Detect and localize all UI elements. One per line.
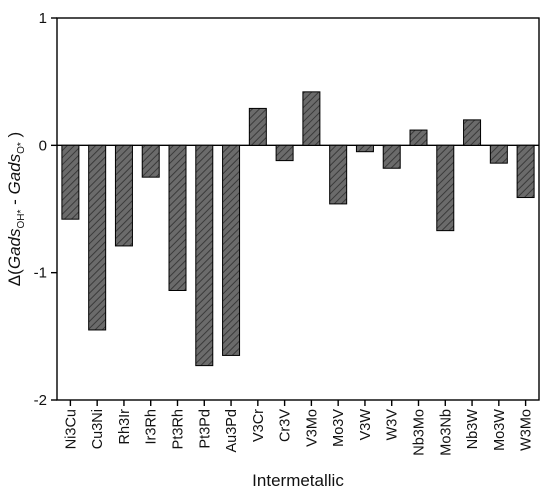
y-label-sub1: OH* — [16, 210, 27, 229]
x-axis-category-labels: Ni3Cu Cu3Ni Rh3Ir Ir3Rh Pt3Rh Pt3Pd Au3Pd V3Cr C… — [63, 409, 534, 456]
x-category-label-W3Mo: W3Mo — [519, 409, 535, 451]
bar-Cr3V — [275, 144, 294, 162]
y-label-term1: Gads — [5, 228, 24, 269]
bar-Mo3V — [329, 144, 348, 205]
x-category-label-Nb3Mo: Nb3Mo — [412, 409, 428, 456]
bar-W3V — [382, 144, 401, 169]
bar-Ni3Cu — [61, 144, 80, 220]
x-axis-label: Intermetallic — [252, 471, 344, 490]
x-category-label-Pt3Rh: Pt3Rh — [171, 409, 187, 449]
x-category-label-Mo3W: Mo3W — [492, 409, 508, 451]
x-category-label-Mo3Nb: Mo3Nb — [438, 409, 454, 456]
bar-Nb3W — [463, 119, 482, 146]
y-label-prefix: Δ( — [5, 269, 24, 286]
x-category-label-Ni3Cu: Ni3Cu — [63, 409, 79, 449]
y-tick-label-2: -1 — [34, 265, 47, 282]
y-tick-label-1: 0 — [39, 137, 47, 154]
plot-frame — [56, 17, 540, 401]
x-category-label-Pt3Pd: Pt3Pd — [197, 409, 213, 449]
bar-Nb3Mo — [409, 129, 428, 146]
y-label-minus: - — [5, 195, 24, 210]
bar-Ir3Rh — [141, 144, 160, 178]
bar-Pt3Rh — [168, 144, 187, 291]
x-category-label-V3W: V3W — [358, 409, 374, 441]
x-category-label-Cu3Ni: Cu3Ni — [90, 409, 106, 449]
bar-Au3Pd — [222, 144, 241, 356]
y-tick-label-0: 1 — [39, 10, 47, 27]
bar-Rh3Ir — [114, 144, 133, 247]
y-tick-label-3: -2 — [34, 392, 47, 409]
bar-Mo3W — [489, 144, 508, 164]
y-label-sub2: O* — [16, 142, 27, 154]
x-category-label-Ir3Rh: Ir3Rh — [144, 409, 160, 444]
x-category-label-Cr3V: Cr3V — [278, 409, 294, 442]
x-category-label-Nb3W: Nb3W — [465, 409, 481, 450]
bar-W3Mo — [516, 144, 535, 199]
y-label-suffix: ) — [5, 132, 24, 142]
x-category-label-V3Cr: V3Cr — [251, 409, 267, 442]
bar-Cu3Ni — [88, 144, 107, 331]
bar-V3Cr — [248, 107, 267, 146]
bar-V3Mo — [302, 91, 321, 146]
bars — [61, 91, 535, 367]
x-category-label-Mo3V: Mo3V — [331, 409, 347, 447]
bar-Pt3Pd — [195, 144, 214, 367]
y-label-term2: Gads — [5, 153, 24, 194]
x-category-label-Au3Pd: Au3Pd — [224, 409, 240, 453]
bar-V3W — [355, 144, 374, 153]
bar-Mo3Nb — [436, 144, 455, 232]
y-axis-label: Δ(GadsOH* - GadsO* ) — [5, 132, 27, 286]
x-category-label-Rh3Ir: Rh3Ir — [117, 409, 133, 445]
x-axis-ticks — [69, 400, 527, 406]
y-axis-ticks: 1 0 -1 -2 — [34, 10, 57, 409]
x-category-label-W3V: W3V — [385, 409, 401, 441]
x-category-label-V3Mo: V3Mo — [304, 409, 320, 447]
